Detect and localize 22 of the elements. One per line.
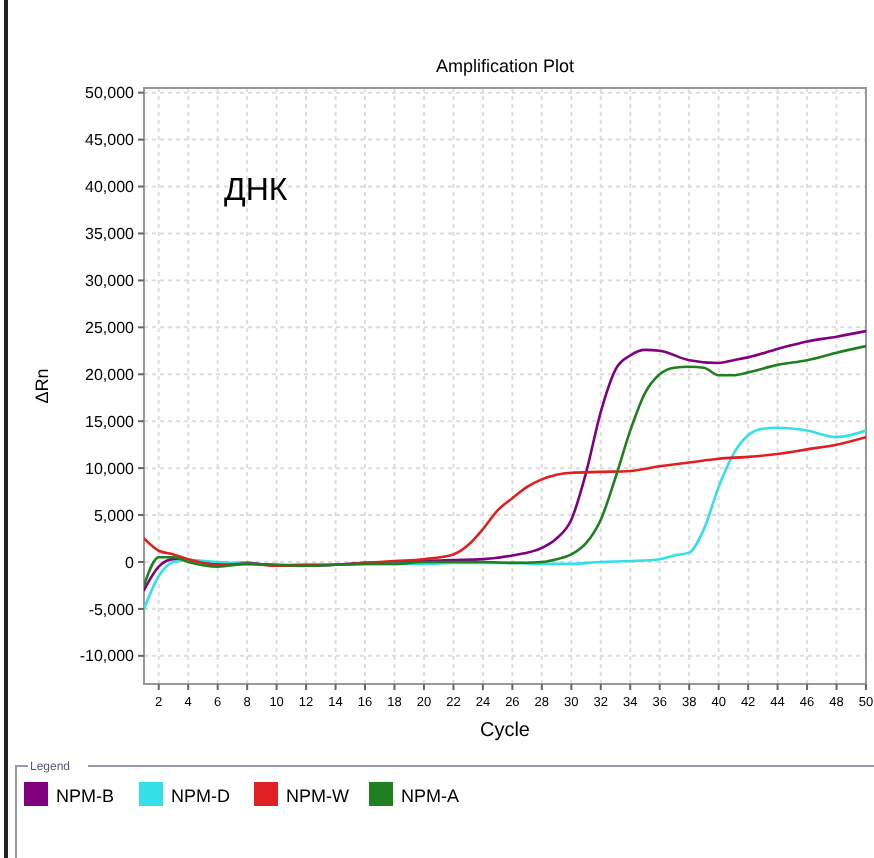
y-tick-label: 15,000 xyxy=(85,412,136,431)
legend-label: NPM-D xyxy=(171,786,231,806)
y-tick-label: -10,000 xyxy=(79,647,136,666)
y-tick-label: 10,000 xyxy=(85,459,136,478)
y-axis-title: ΔRn xyxy=(32,368,52,404)
y-tick-label: 5,000 xyxy=(93,506,136,525)
legend-label: NPM-B xyxy=(56,786,114,806)
y-tick-label: 25,000 xyxy=(85,318,136,337)
y-tick-label: 20,000 xyxy=(85,365,136,384)
legend-label: NPM-W xyxy=(286,786,350,806)
y-tick-label: 50,000 xyxy=(85,84,136,103)
y-tick-label: 0 xyxy=(125,553,136,572)
y-tick-label: 45,000 xyxy=(85,131,136,150)
annotation: ДНК xyxy=(224,174,289,208)
y-tick-label: 40,000 xyxy=(85,178,136,197)
y-tick-label: 30,000 xyxy=(85,272,136,291)
chart-title: Amplification Plot xyxy=(435,56,576,76)
y-tick-label: -5,000 xyxy=(88,600,136,619)
line-series xyxy=(144,435,866,568)
x-axis-title: Cycle xyxy=(479,720,531,742)
legend-label: NPM-A xyxy=(401,786,459,806)
y-tick-label: 35,000 xyxy=(85,225,136,244)
